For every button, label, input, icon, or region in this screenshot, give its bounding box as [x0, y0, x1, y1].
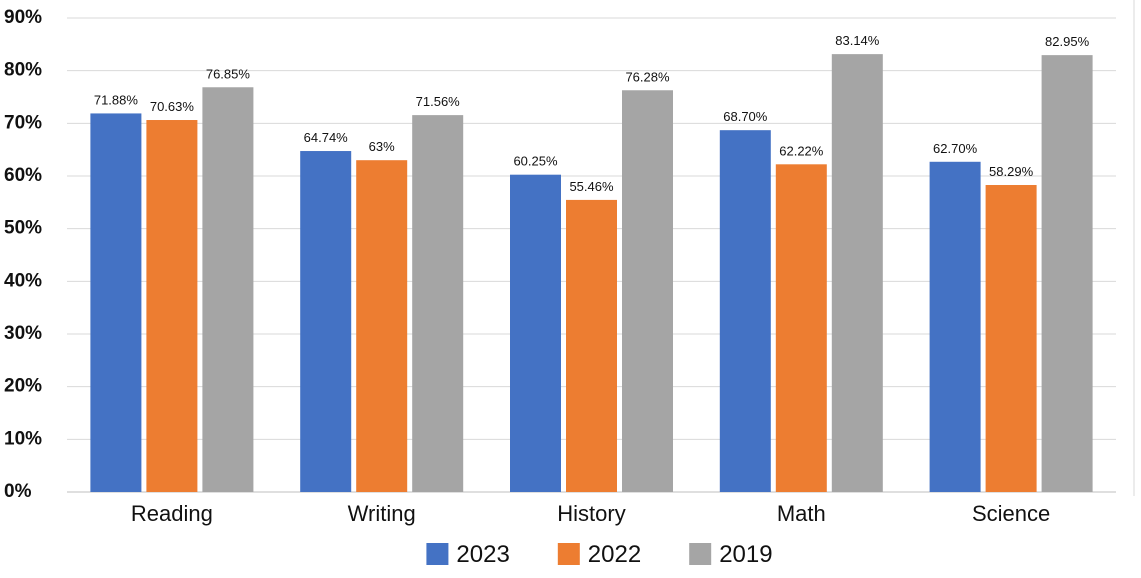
x-tick-label-writing: Writing [348, 501, 416, 526]
data-label: 60.25% [513, 154, 558, 169]
bar-2022-math [775, 164, 827, 493]
y-tick-label: 30% [4, 323, 42, 344]
data-label: 55.46% [569, 179, 614, 194]
data-label: 71.56% [416, 94, 461, 109]
bar-2019-history [622, 90, 673, 492]
x-tick-label-history: History [557, 501, 625, 526]
data-labels: 71.88% 70.63% 76.85% 64.74% 63% 71.56% 60.25% 5… [94, 33, 1090, 194]
data-label: 63% [369, 139, 395, 154]
data-label: 70.63% [150, 99, 195, 114]
bar-2023-writing [300, 151, 352, 492]
bar-2019-reading [202, 87, 254, 493]
y-tick-label: 0% [4, 481, 32, 502]
data-label: 76.28% [625, 69, 670, 84]
legend-swatch-2023 [426, 543, 449, 565]
data-label: 62.22% [779, 143, 824, 158]
legend: 2023 2022 2019 [426, 541, 773, 568]
y-tick-label: 60% [4, 165, 42, 186]
legend-label-2019: 2019 [719, 541, 772, 568]
x-axis-ticks: Reading Writing History Math Science [131, 501, 1050, 526]
bar-2019-science [1041, 55, 1093, 492]
x-tick-label-math: Math [777, 501, 826, 526]
y-tick-label: 70% [4, 112, 42, 133]
legend-swatch-2019 [689, 543, 712, 565]
bar-2023-reading [90, 113, 142, 492]
bars [90, 54, 1093, 493]
legend-label-2022: 2022 [588, 541, 641, 568]
y-tick-label: 10% [4, 428, 42, 449]
data-label: 62.70% [933, 141, 978, 156]
legend-label-2023: 2023 [456, 541, 509, 568]
data-label: 76.85% [206, 66, 251, 81]
y-tick-label: 40% [4, 270, 42, 291]
x-tick-label-reading: Reading [131, 501, 213, 526]
x-tick-label-science: Science [972, 501, 1050, 526]
y-axis-ticks: 0% 10% 20% 30% 40% 50% 60% 70% 80% 90% [4, 7, 42, 502]
data-label: 58.29% [989, 164, 1034, 179]
bar-2022-reading [146, 120, 198, 493]
data-label: 68.70% [723, 109, 768, 124]
bar-2023-science [929, 161, 981, 492]
y-tick-label: 50% [4, 218, 42, 239]
y-tick-label: 90% [4, 7, 42, 28]
data-label: 64.74% [304, 130, 349, 145]
bar-2019-writing [412, 115, 464, 492]
bar-2019-math [831, 54, 883, 492]
bar-2022-science [985, 185, 1037, 493]
legend-swatch-2022 [557, 543, 580, 565]
y-tick-label: 20% [4, 376, 42, 397]
y-tick-label: 80% [4, 60, 42, 81]
bar-2022-history [566, 199, 617, 493]
bar-2022-writing [356, 160, 408, 492]
data-label: 82.95% [1045, 34, 1090, 49]
data-label: 83.14% [835, 33, 880, 48]
bar-2023-math [719, 130, 771, 492]
data-label: 71.88% [94, 92, 139, 107]
bar-2023-history [510, 174, 561, 492]
